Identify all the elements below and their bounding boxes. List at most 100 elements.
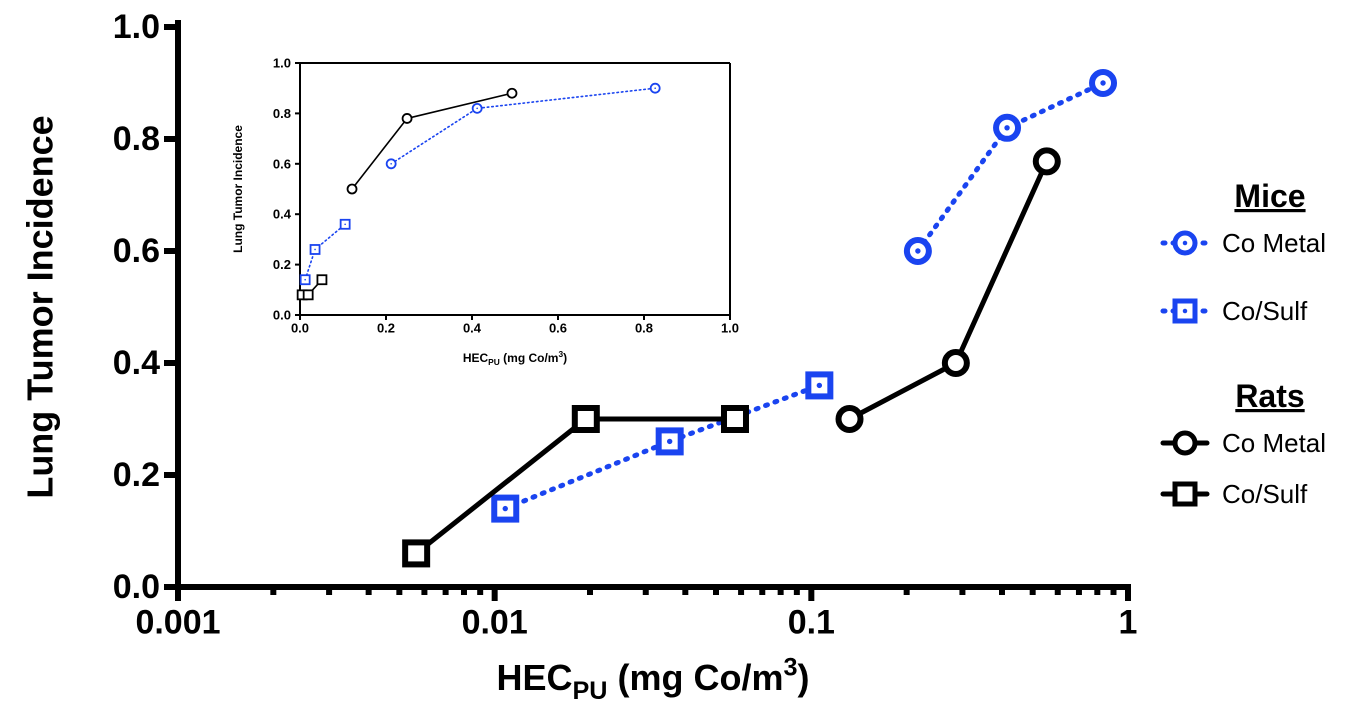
x-tick-label: 0.6 [549,320,567,335]
x-tick-label: 0.4 [463,320,482,335]
series-line [413,416,738,556]
y-axis-label: Lung Tumor Incidence [231,125,245,253]
marker-shape [1172,481,1198,507]
marker [1032,147,1061,176]
x-tick-label: 1.0 [721,320,739,335]
marker-dot [666,438,673,445]
marker-shape [1032,147,1061,176]
marker-dot [654,87,656,90]
marker-dot [1100,80,1106,86]
legend-label: Co/Sulf [1222,479,1308,509]
marker [903,237,932,265]
marker-shape [1172,430,1198,456]
x-axis-label-part: HEC [496,657,572,698]
x-tick-label: 1 [1119,603,1138,641]
marker-dot [915,248,921,254]
x-tick-label: 0.0 [291,320,309,335]
x-tick-label: 0.2 [377,320,395,335]
y-tick-label: 1.0 [113,8,160,46]
x-axis-label: HECPU (mg Co/m3) [496,654,809,705]
legend-label: Co/Sulf [1222,296,1308,326]
marker [1089,69,1118,97]
marker [1172,298,1198,324]
series-line [390,87,656,165]
marker-shape [835,405,864,433]
x-axis-label-part: 3 [558,349,563,359]
y-tick-label: 0.4 [113,344,160,382]
y-tick-label: 1.0 [273,56,291,71]
marker-shape [941,349,970,377]
legend-label: Co Metal [1222,428,1326,458]
marker-shape [506,87,518,99]
marker [1172,230,1198,256]
marker [299,274,311,286]
legend-group-title: Rats [1235,378,1304,414]
marker [720,405,749,433]
marker [385,158,397,170]
series-line [915,80,1106,254]
x-axis-label: HECPU (mg Co/m3) [463,349,567,367]
y-axis-label: Lung Tumor Incidence [20,115,61,498]
y-tick-label: 0.0 [113,568,160,606]
marker-dot [816,382,823,389]
marker-dot [304,278,306,281]
y-tick-label: 0.2 [113,456,160,494]
y-tick-label: 0.6 [273,156,291,171]
x-axis-label-part: PU [573,677,608,705]
marker [309,244,321,255]
marker [993,113,1022,142]
marker-dot [1182,240,1188,246]
marker [302,289,314,301]
marker [941,349,970,377]
marker-shape [402,539,431,568]
marker [1172,430,1198,456]
marker-dot [1182,308,1188,314]
marker [491,494,520,523]
marker-dot [476,107,478,110]
marker [649,82,661,94]
series-line [847,158,1050,422]
marker-shape [401,113,413,124]
marker-dot [314,248,316,251]
marker-dot [390,162,392,165]
marker [506,87,518,99]
y-tick-label: 0.4 [273,207,292,222]
marker-shape [346,183,358,195]
y-tick-label: 0.2 [273,257,291,272]
marker [655,427,684,456]
y-tick-label: 0.8 [273,106,291,121]
x-axis-label-part: ) [563,351,567,365]
marker [835,405,864,433]
marker [339,218,351,230]
legend-group-title: Mice [1234,178,1305,214]
marker [401,113,413,124]
y-tick-label: 0.8 [113,120,160,158]
x-axis-label-part: (mg Co/m [500,351,559,365]
marker-shape [316,274,328,286]
x-axis-label-part: HEC [463,351,489,365]
marker-shape [302,289,314,301]
y-tick-label: 0.0 [273,308,291,323]
marker-dot [1004,125,1010,131]
x-axis-label-part: PU [488,357,500,367]
marker [346,183,358,195]
marker-dot [502,505,508,512]
marker [571,405,600,433]
x-axis-label-part: 3 [784,654,798,682]
x-axis-label-part: (mg Co/m [608,657,784,698]
x-axis-label-part: ) [798,657,810,698]
marker [805,371,834,400]
marker [1172,481,1198,507]
marker [471,102,483,114]
marker [316,274,328,286]
marker-shape [571,405,600,433]
x-tick-label: 0.001 [135,603,220,641]
x-tick-label: 0.1 [788,603,835,641]
marker [402,539,431,568]
marker-shape [720,405,749,433]
y-tick-label: 0.6 [113,232,160,270]
legend-label: Co Metal [1222,228,1326,258]
marker-dot [344,223,346,226]
x-tick-label: 0.8 [635,320,653,335]
